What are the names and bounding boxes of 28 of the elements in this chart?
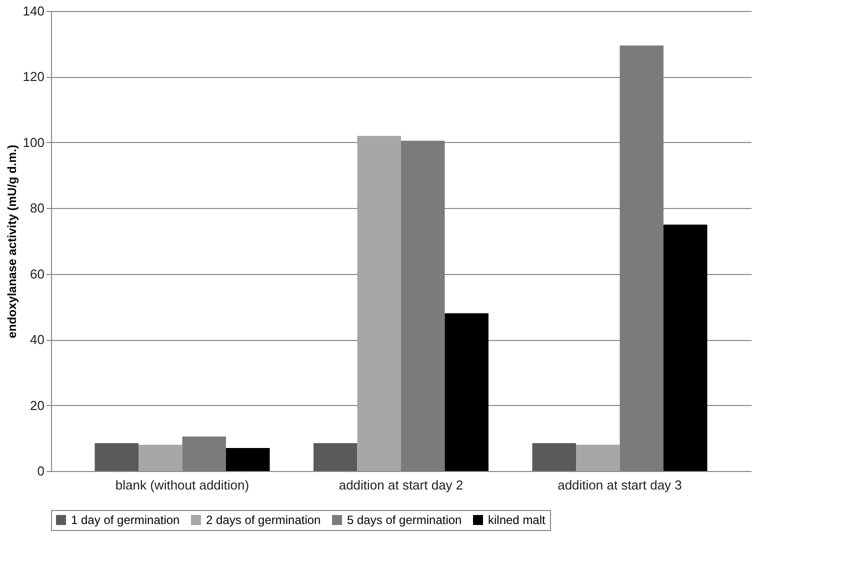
bar [401, 140, 445, 471]
bar [357, 136, 401, 471]
legend-label: 2 days of germination [206, 513, 321, 527]
bar [138, 444, 182, 471]
bar [664, 224, 708, 471]
bar [94, 443, 138, 471]
y-tick-label: 100 [22, 134, 44, 150]
y-tick-label: 40 [30, 332, 44, 348]
y-tick-label: 120 [22, 69, 44, 84]
x-tick-label: addition at start day 2 [338, 478, 464, 492]
y-tick-label: 80 [30, 200, 44, 216]
y-tick-label: 0 [37, 464, 44, 478]
bar [532, 443, 576, 471]
bar [576, 444, 620, 471]
bar [182, 436, 226, 471]
bar [444, 313, 488, 471]
bar [314, 443, 358, 471]
legend-label: kilned malt [488, 513, 546, 527]
legend-label: 5 days of germination [347, 513, 462, 527]
y-tick-label: 60 [30, 266, 44, 282]
y-tick-label: 140 [22, 4, 44, 18]
x-tick-label: addition at start day 3 [558, 478, 682, 492]
y-tick-label: 20 [30, 398, 44, 413]
y-axis-title: endoxylanase activity (mU/g d.m.) [4, 144, 19, 338]
bar [226, 448, 270, 471]
bar [620, 46, 664, 471]
x-tick-label: blank (without addition) [115, 478, 250, 492]
legend-label: 1 day of germination [71, 513, 180, 527]
